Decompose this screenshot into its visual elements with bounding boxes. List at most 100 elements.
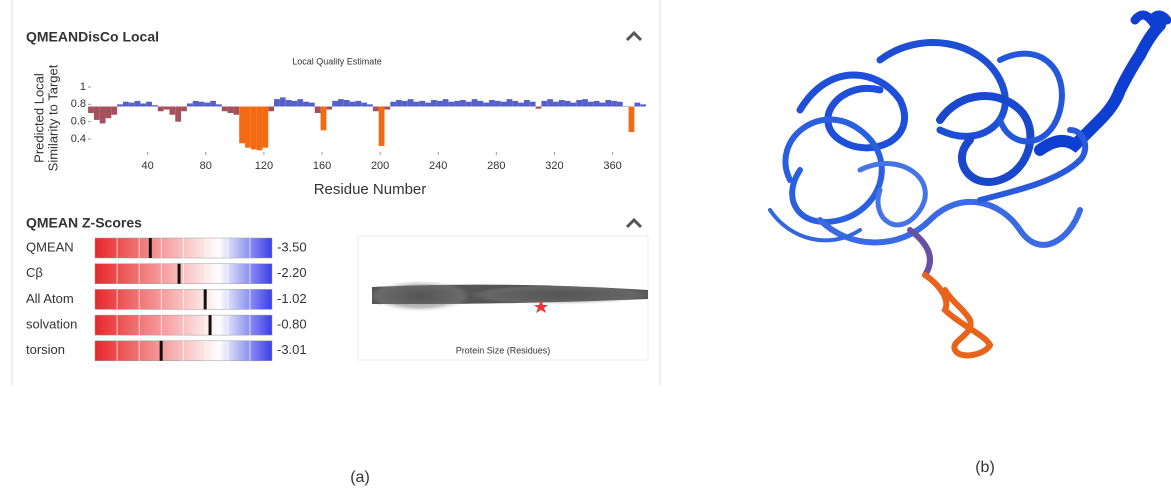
protein-structure <box>770 15 1167 355</box>
bar <box>431 100 437 107</box>
bar <box>507 99 513 106</box>
bar <box>292 101 298 107</box>
bar <box>640 104 646 106</box>
bar <box>152 105 158 106</box>
bar <box>414 102 420 107</box>
score-label: -0.80 <box>277 317 307 332</box>
bar <box>321 107 327 131</box>
row-label: solvation <box>26 317 77 332</box>
chart-title: Local Quality Estimate <box>292 56 382 66</box>
bar <box>367 104 373 106</box>
bar <box>495 101 501 107</box>
bar <box>262 107 268 148</box>
x-tick-label: 200 <box>371 160 389 172</box>
bar <box>88 107 94 114</box>
bar <box>588 102 594 107</box>
bar <box>222 107 228 112</box>
bar <box>582 99 588 106</box>
x-tick-label: 80 <box>200 160 212 172</box>
score-marker <box>204 289 207 309</box>
bar <box>396 100 402 107</box>
bar <box>111 107 117 115</box>
x-tick-label: 360 <box>603 160 621 172</box>
bar <box>338 99 344 106</box>
bar <box>373 107 379 112</box>
score-label: -3.01 <box>277 342 307 357</box>
y-tick-label: 0.4 <box>71 133 86 145</box>
bar <box>268 107 274 112</box>
bar <box>390 102 396 107</box>
x-tick-label: 320 <box>545 160 563 172</box>
x-tick-label: 40 <box>142 160 154 172</box>
score-label: -1.02 <box>277 291 307 306</box>
bar <box>379 107 385 146</box>
bar <box>135 101 141 107</box>
bar <box>175 107 181 122</box>
bar <box>309 103 315 107</box>
bar <box>419 101 425 107</box>
figure: QMEANDisCo Local QMEAN Z-Scores Protein … <box>0 0 1171 488</box>
bar <box>600 103 606 107</box>
score-label: -3.50 <box>277 239 307 254</box>
bar <box>361 103 367 107</box>
y-axis-label: Similarity to Target <box>45 64 60 171</box>
bar <box>570 103 576 107</box>
bar <box>594 101 600 107</box>
y-tick-label: 0.8 <box>71 98 86 110</box>
bar <box>466 102 472 107</box>
bar <box>576 100 582 107</box>
score-marker <box>160 341 163 361</box>
row-label: QMEAN <box>26 239 74 254</box>
bar <box>146 102 152 107</box>
bar <box>257 107 263 151</box>
bar <box>437 101 443 107</box>
bar <box>193 101 199 107</box>
bar <box>303 102 309 107</box>
x-tick-label: 160 <box>313 160 331 172</box>
bar <box>117 104 123 106</box>
score-marker <box>209 315 212 335</box>
bar <box>245 107 251 148</box>
bar <box>187 103 193 106</box>
bar <box>210 101 216 107</box>
score-marker <box>178 264 181 284</box>
bar <box>402 101 408 107</box>
bar <box>553 102 559 107</box>
bar <box>477 101 483 107</box>
bar <box>140 103 146 106</box>
row-label: All Atom <box>26 291 74 306</box>
bar <box>315 107 321 114</box>
bar <box>251 107 257 150</box>
x-axis-label: Protein Size (Residues) <box>456 345 551 355</box>
bar <box>605 100 611 107</box>
bar <box>611 101 617 107</box>
bar <box>547 99 553 106</box>
section-heading: QMEANDisCo Local <box>26 29 159 45</box>
bar <box>565 101 571 107</box>
bar <box>332 101 338 107</box>
bar <box>454 101 460 107</box>
y-tick-label: 1 <box>80 81 86 93</box>
bar <box>164 107 170 110</box>
collapse-icon[interactable] <box>627 220 641 227</box>
bar <box>158 107 164 112</box>
bar <box>280 97 286 106</box>
x-tick-label: 120 <box>255 160 273 172</box>
bar <box>350 102 356 107</box>
bar <box>443 99 449 106</box>
bar <box>106 107 112 119</box>
bar <box>483 103 489 107</box>
bar <box>181 107 187 112</box>
bar <box>169 107 175 115</box>
bar <box>384 107 390 110</box>
row-label: Cβ <box>26 265 43 280</box>
collapse-icon[interactable] <box>627 33 641 40</box>
bar <box>512 101 518 107</box>
caption: (b) <box>975 459 995 476</box>
bar <box>233 107 239 115</box>
bar <box>326 107 332 110</box>
score-label: -2.20 <box>277 265 307 280</box>
bar <box>228 107 234 114</box>
bar <box>129 103 135 107</box>
score-marker <box>149 238 152 258</box>
